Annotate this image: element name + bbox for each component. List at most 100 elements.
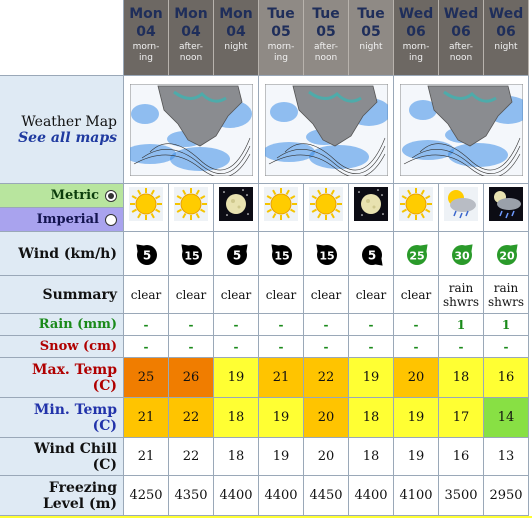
column-header: Tue 05 night: [349, 0, 394, 76]
rain-value: -: [143, 317, 149, 332]
header-date: 06: [451, 24, 471, 40]
max-temp-value: 20: [407, 370, 425, 385]
wind-chill-cell: 13: [484, 438, 529, 476]
summary-cell: clear: [349, 276, 394, 314]
freezing-level-cell: 3500: [439, 476, 484, 516]
metric-option[interactable]: Metric: [0, 184, 124, 208]
header-date: 04: [181, 24, 201, 40]
summary-text: clear: [220, 287, 252, 302]
snow-value: -: [368, 339, 374, 354]
wind-arrow-icon: 25: [407, 244, 428, 265]
snow-value: -: [233, 339, 239, 354]
rain-value: -: [368, 317, 374, 332]
header-day: Wed: [443, 6, 479, 22]
map-image[interactable]: [400, 84, 523, 176]
see-all-maps-link[interactable]: See all maps: [18, 129, 117, 146]
column-header: Tue 05 after- noon: [304, 0, 349, 76]
wind-chill-cell: 20: [304, 438, 349, 476]
header-day: Tue: [267, 6, 295, 22]
max-temp-cell: 20: [394, 358, 439, 398]
summary-cell: clear: [394, 276, 439, 314]
summary-cell: clear: [304, 276, 349, 314]
wind-chill-label-line2: (C): [92, 456, 117, 473]
freezing-level-value: 2950: [489, 488, 523, 503]
summary-text: clear: [310, 287, 342, 302]
wind-cell: 15: [169, 232, 214, 276]
freezing-level-value: 4250: [129, 488, 163, 503]
wind-chill-cell: 19: [259, 438, 304, 476]
min-temp-value: 22: [182, 410, 200, 425]
imperial-radio[interactable]: [105, 213, 117, 226]
metric-radio[interactable]: [105, 189, 117, 202]
wind-cell: 5: [349, 232, 394, 276]
map-image[interactable]: [265, 84, 388, 176]
weather-icon-cell: [394, 184, 439, 232]
freezing-level-value: 4400: [354, 488, 388, 503]
snow-cell: -: [349, 336, 394, 358]
min-temp-cell: 14: [484, 398, 529, 438]
min-temp-cell: 22: [169, 398, 214, 438]
wind-speed: 15: [274, 250, 289, 263]
header-time-of-day: after- noon: [179, 42, 203, 63]
max-temp-label-line1: Max. Temp: [32, 361, 117, 378]
rain-night-icon: [489, 187, 523, 221]
freezing-level-cell: 4400: [214, 476, 259, 516]
header-time-of-day: morn- ing: [402, 42, 430, 63]
wind-chill-cell: 16: [439, 438, 484, 476]
wind-chill-label-line1: Wind Chill: [34, 440, 117, 457]
rain-cell: -: [169, 314, 214, 336]
header-day: Tue: [357, 6, 385, 22]
min-temp-cell: 19: [259, 398, 304, 438]
snow-cell: -: [394, 336, 439, 358]
freezing-level-cell: 4250: [124, 476, 169, 516]
weather-map-thumbnail[interactable]: [259, 76, 394, 184]
max-temp-cell: 26: [169, 358, 214, 398]
max-temp-value: 22: [317, 370, 335, 385]
wind-speed: 25: [409, 250, 424, 263]
freezing-level-value: 4400: [264, 488, 298, 503]
sun-icon: [399, 187, 433, 221]
header-time-of-day: night: [224, 42, 248, 52]
wind-cell: 5: [214, 232, 259, 276]
wind-chill-value: 18: [362, 449, 380, 464]
snow-label: Snow (cm): [0, 336, 124, 358]
snow-value: -: [143, 339, 149, 354]
wind-arrow-icon: 5: [227, 244, 248, 265]
weather-map-thumbnail[interactable]: [124, 76, 259, 184]
wind-speed: 15: [319, 250, 334, 263]
freezing-level-cell: 4100: [394, 476, 439, 516]
wind-cell: 15: [304, 232, 349, 276]
summary-cell: rain shwrs: [484, 276, 529, 314]
freezing-level-value: 4400: [219, 488, 253, 503]
column-header: Mon 04 morn- ing: [124, 0, 169, 76]
min-temp-cell: 20: [304, 398, 349, 438]
header-date: 04: [226, 24, 246, 40]
sun-icon: [264, 187, 298, 221]
wind-chill-value: 16: [452, 449, 470, 464]
summary-label: Summary: [0, 276, 124, 314]
wind-chill-label: Wind Chill (C): [0, 438, 124, 476]
min-temp-cell: 18: [214, 398, 259, 438]
wind-cell: 30: [439, 232, 484, 276]
sun-icon: [129, 187, 163, 221]
weather-map-thumbnail[interactable]: [394, 76, 529, 184]
freezing-level-cell: 4450: [304, 476, 349, 516]
max-temp-value: 16: [497, 370, 515, 385]
freezing-level-value: 3500: [444, 488, 478, 503]
rain-value: -: [323, 317, 329, 332]
min-temp-cell: 19: [394, 398, 439, 438]
wind-chill-value: 22: [182, 449, 200, 464]
weather-icon-cell: [259, 184, 304, 232]
header-day: Wed: [488, 6, 524, 22]
min-temp-value: 18: [227, 410, 245, 425]
freezing-level-value: 4100: [399, 488, 433, 503]
rain-cell: -: [124, 314, 169, 336]
map-image[interactable]: [130, 84, 253, 176]
min-temp-value: 19: [272, 410, 290, 425]
summary-text: rain shwrs: [442, 280, 480, 309]
wind-cell: 25: [394, 232, 439, 276]
rain-cell: -: [394, 314, 439, 336]
imperial-option[interactable]: Imperial: [0, 208, 124, 232]
summary-text: clear: [355, 287, 387, 302]
wind-arrow-icon: 15: [316, 244, 337, 265]
